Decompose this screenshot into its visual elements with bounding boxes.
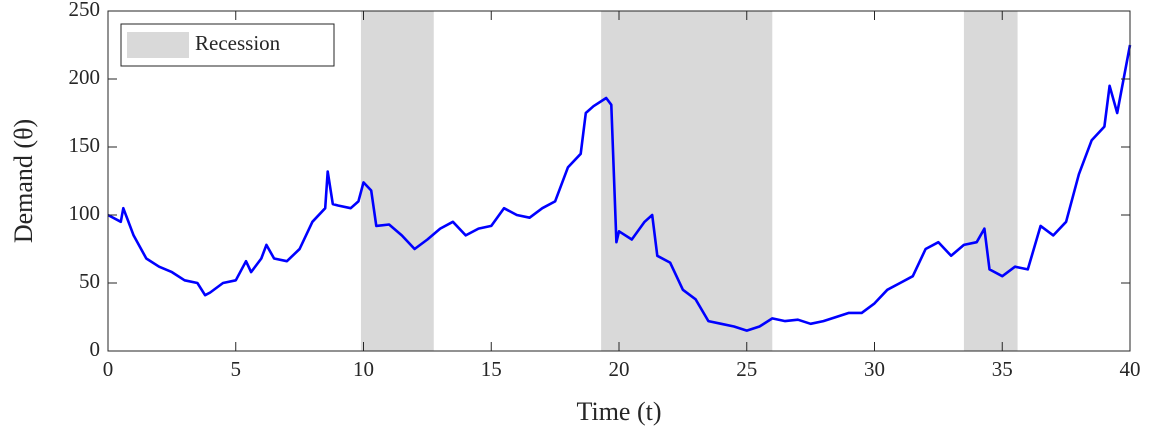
x-tick-label: 5 — [231, 357, 242, 381]
x-tick-label: 15 — [481, 357, 502, 381]
legend-swatch — [127, 32, 189, 58]
x-tick-label: 30 — [864, 357, 885, 381]
legend-label: Recession — [195, 31, 281, 55]
x-tick-label: 0 — [103, 357, 114, 381]
y-tick-label: 0 — [90, 337, 101, 361]
x-axis-label: Time (t) — [577, 397, 662, 426]
y-axis-label: Demand (θ) — [9, 119, 38, 243]
y-tick-label: 150 — [69, 133, 101, 157]
y-tick-label: 50 — [79, 269, 100, 293]
x-tick-label: 40 — [1120, 357, 1141, 381]
y-tick-label: 100 — [69, 201, 101, 225]
recession-band — [963, 11, 1018, 351]
demand-line — [107, 44, 1132, 332]
y-tick-label: 200 — [69, 65, 101, 89]
x-tick-label: 20 — [609, 357, 630, 381]
y-tick-label: 250 — [69, 0, 101, 21]
recession-band — [601, 11, 773, 351]
x-tick-label: 35 — [992, 357, 1013, 381]
x-tick-label: 10 — [353, 357, 374, 381]
x-tick-label: 25 — [736, 357, 757, 381]
recession-band — [360, 11, 434, 351]
